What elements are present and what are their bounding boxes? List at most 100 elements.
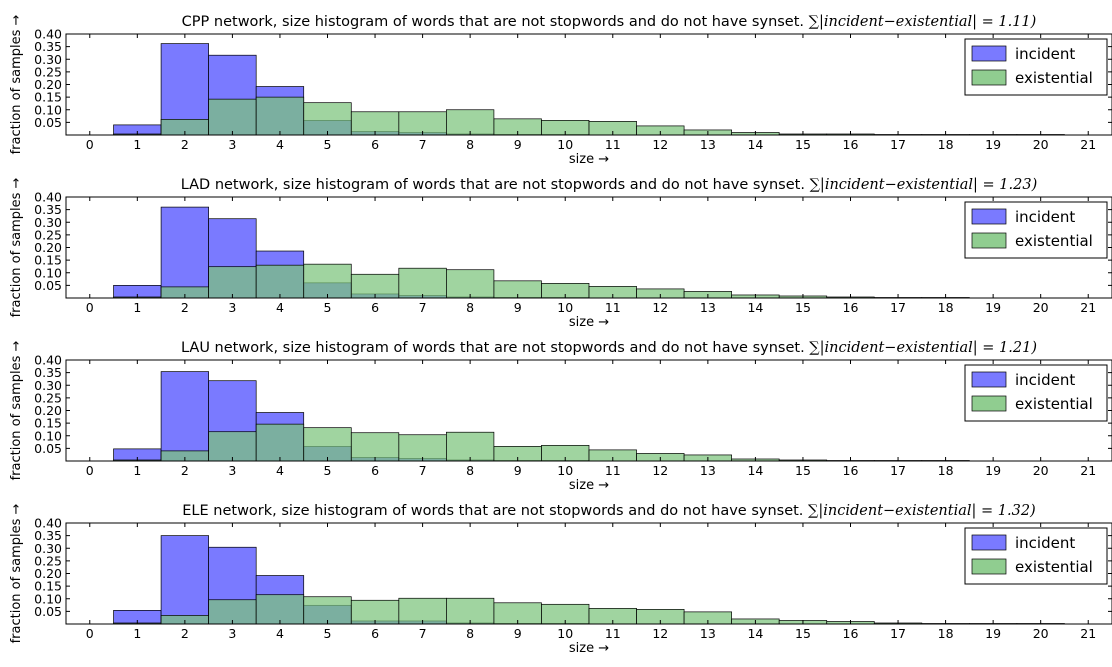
panel-2-xtick-label: 3 [228,300,236,315]
panel-1-xtick-label: 0 [86,137,94,152]
panel-2-ytick-label: 0.15 [34,253,62,268]
panel-4: ELE network, size histogram of words tha… [9,503,1112,656]
panel-2-xtick-label: 8 [466,300,474,315]
panel-4-xtick-label: 18 [938,626,954,641]
panel-2-xtick-label: 16 [843,300,859,315]
panel-3-ytick-label: 0.05 [34,441,62,456]
panel-4-xtick-label: 2 [181,626,189,641]
panel-1-xtick-label: 3 [228,137,236,152]
panel-1-xtick-label: 10 [557,137,573,152]
panel-1-legend-label-incident: incident [1015,45,1075,63]
panel-2-title-text: LAD network, size histogram of words tha… [181,177,810,193]
panel-3-xtick-label: 4 [276,463,284,478]
panel-3-title: LAU network, size histogram of words tha… [181,340,1037,356]
panel-4-legend-label-incident: incident [1015,534,1075,552]
panel-4-xtick-label: 19 [985,626,1001,641]
panel-4-bar-existential-5 [303,596,352,625]
panel-3-xtick-label: 21 [1080,463,1096,478]
panel-4-xtick-label: 20 [1033,626,1049,641]
panel-3-legend-swatch-existential [971,395,1007,412]
panel-4-xtick-label: 7 [419,626,427,641]
panel-3-xtick-label: 2 [181,463,189,478]
panel-1-legend-swatch-incident [971,45,1007,62]
panel-4-xtick-label: 1 [133,626,141,641]
panel-4-ytick-label: 0.40 [34,516,62,531]
panel-3-legend-swatch-incident [971,371,1007,388]
panel-4-bar-existential-7 [398,597,447,625]
panel-2-ytick-label: 0.30 [34,215,62,230]
panel-1-xtick-label: 9 [514,137,522,152]
panel-3-xtick-label: 6 [371,463,379,478]
panel-2-bar-incident-2 [160,206,209,299]
panel-4-xtick-label: 10 [557,626,573,641]
panel-4-legend-label-existential: existential [1015,558,1093,576]
panel-2-title-math: ∑|incident−existential| = 1.23) [810,177,1038,193]
panel-4-ytick-label: 0.35 [34,528,62,543]
panel-2-ytick-label: 0.25 [34,227,62,242]
panel-4-xtick-label: 11 [605,626,621,641]
panel-3-ytick-label: 0.20 [34,403,62,418]
panel-2-legend-label-existential: existential [1015,232,1093,250]
panel-1-xtick-label: 18 [938,137,954,152]
panel-2-xtick-label: 10 [557,300,573,315]
panel-3-xtick-label: 16 [843,463,859,478]
panel-3-bar-incident-2 [160,371,209,462]
panel-4-xtick-label: 6 [371,626,379,641]
panel-2-bar-existential-5 [303,263,352,299]
panel-3-xtick-label: 19 [985,463,1001,478]
panel-1-ytick-label: 0.15 [34,90,62,105]
panel-3-bar-existential-4 [255,423,305,462]
panel-1-xtick-label: 19 [985,137,1001,152]
panel-1-xtick-label: 2 [181,137,189,152]
panel-4-xtick-label: 0 [86,626,94,641]
panel-3-xtick-label: 3 [228,463,236,478]
panel-2-ytick-label: 0.35 [34,202,62,217]
panel-2-xtick-label: 7 [419,300,427,315]
panel-4-legend-swatch-incident [971,534,1007,551]
panel-1-xtick-label: 5 [324,137,332,152]
panel-2-bar-existential-8 [446,269,495,299]
panel-1-ytick-label: 0.40 [34,27,62,42]
panel-3-xtick-label: 11 [605,463,621,478]
panel-1-xtick-label: 16 [843,137,859,152]
panel-4-xtick-label: 4 [276,626,284,641]
panel-3-bar-existential-8 [446,431,495,462]
panel-2-legend-box [964,201,1108,259]
panel-3-ylabel: fraction of samples → [9,340,24,480]
panel-1-ytick-label: 0.05 [34,115,62,130]
panel-1-title-text: CPP network, size histogram of words tha… [182,14,809,30]
panel-1: CPP network, size histogram of words tha… [9,14,1112,167]
panel-1-legend-label-existential: existential [1015,69,1093,87]
panel-2-xtick-label: 9 [514,300,522,315]
panel-4-xtick-label: 16 [843,626,859,641]
panel-3-xtick-label: 12 [652,463,668,478]
panel-2-xtick-label: 21 [1080,300,1096,315]
panel-3-xtick-label: 13 [700,463,716,478]
panel-1-xtick-label: 12 [652,137,668,152]
panel-3-xtick-label: 14 [747,463,763,478]
panel-4-bar-existential-4 [255,594,305,625]
panel-3-legend-label-existential: existential [1015,395,1093,413]
panel-4-title-text: ELE network, size histogram of words tha… [182,503,808,519]
panel-3-bar-existential-6 [350,432,400,462]
panel-3: LAU network, size histogram of words tha… [9,340,1112,493]
panel-3-xtick-label: 8 [466,463,474,478]
panel-1-xtick-label: 11 [605,137,621,152]
panel-4-ytick-label: 0.20 [34,566,62,581]
panel-3-ytick-label: 0.35 [34,365,62,380]
panel-1-ytick-label: 0.35 [34,39,62,54]
panel-3-legend-label-incident: incident [1015,371,1075,389]
panel-4-xtick-label: 9 [514,626,522,641]
panel-1-bar-existential-5 [303,102,352,136]
panel-1-ytick-label: 0.10 [34,102,62,117]
panel-3-xtick-label: 18 [938,463,954,478]
panel-3-ytick-label: 0.40 [34,353,62,368]
panel-3-xtick-label: 15 [795,463,811,478]
panel-2-xtick-label: 19 [985,300,1001,315]
panel-2-legend-label-incident: incident [1015,208,1075,226]
panel-4-xtick-label: 17 [890,626,906,641]
panel-2-bar-existential-3 [208,266,257,299]
panel-1-legend: incident existential [964,38,1108,96]
panel-4-xtick-label: 3 [228,626,236,641]
